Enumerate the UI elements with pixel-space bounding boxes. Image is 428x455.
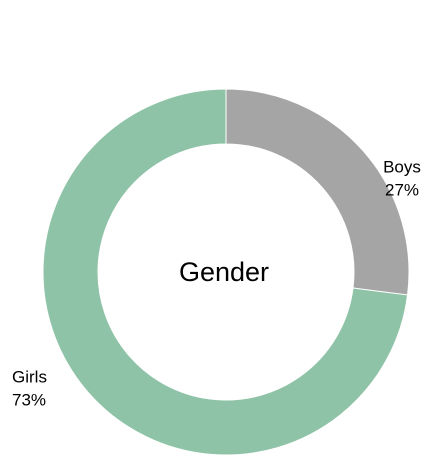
slice-value-label: 27% (385, 180, 419, 199)
chart-title: Gender (179, 257, 269, 287)
slice-value-label: 73% (12, 390, 46, 409)
slice-category-label: Girls (12, 367, 47, 386)
slice-category-label: Boys (383, 157, 421, 176)
